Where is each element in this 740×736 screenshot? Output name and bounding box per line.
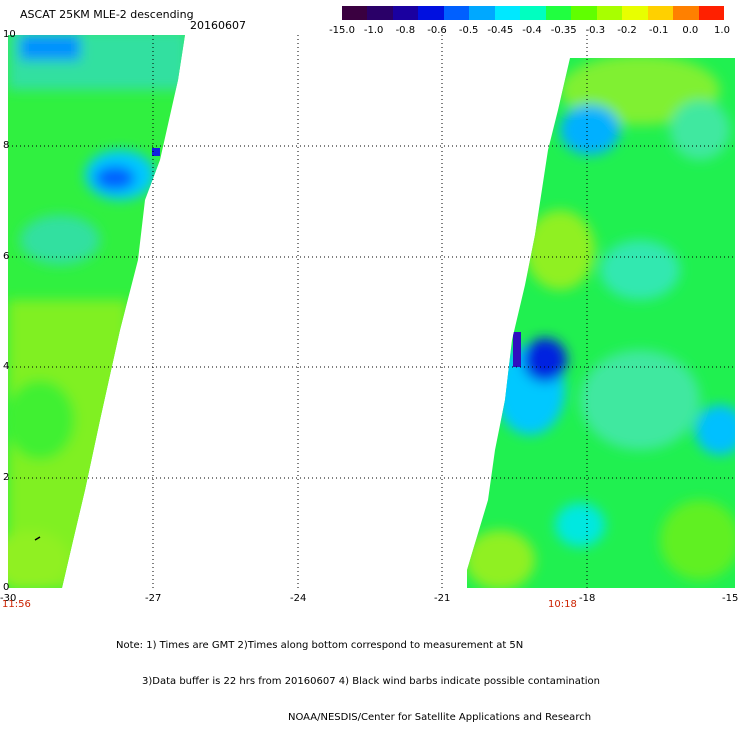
product-date: 20160607 <box>190 19 246 32</box>
colorbar-label: -0.35 <box>550 25 577 36</box>
colorbar-labels: -15.0 -1.0 -0.8 -0.6 -0.5 -0.45 -0.4 -0.35 -0.3-… <box>329 25 730 37</box>
x-tick: -21 <box>434 593 450 604</box>
colorbar-segment <box>647 6 674 20</box>
x-tick: -18 <box>579 593 595 604</box>
colorbar-label: -0.3 <box>585 25 606 36</box>
colorbar-segment <box>392 6 419 20</box>
colorbar-segment <box>469 6 495 20</box>
colorbar-label: -0.4 <box>522 25 542 36</box>
graticule <box>8 35 735 588</box>
footer-line-3: NOAA/NESDIS/Center for Satellite Applica… <box>288 712 592 723</box>
y-tick: 0 <box>3 582 9 593</box>
y-tick: 4 <box>3 361 9 372</box>
colorbar-label: -0.5 <box>458 25 479 36</box>
colorbar-label: -0.6 <box>427 25 447 36</box>
colorbar-segment <box>698 6 725 20</box>
colorbar-segment <box>673 6 699 20</box>
map-plot: 10 8 6 4 2 0 -30 -27 -24 -21 -18 -15 <box>0 29 738 604</box>
colorbar <box>342 6 725 20</box>
y-tick: 8 <box>3 140 9 151</box>
colorbar-segment <box>545 6 572 20</box>
colorbar-segment <box>342 6 368 20</box>
right-swath-time: 10:18 <box>548 599 577 610</box>
colorbar-label: -0.1 <box>648 25 669 36</box>
right-swath <box>467 58 735 588</box>
colorbar-segment <box>494 6 521 20</box>
footer-note: Note: 1) Times are GMT 2)Times along bot… <box>116 616 600 736</box>
colorbar-label: -0.45 <box>487 25 514 36</box>
wind-barb <box>34 536 41 541</box>
colorbar-label: -0.8 <box>395 25 416 36</box>
x-tick: -15 <box>722 593 738 604</box>
y-tick: 10 <box>3 29 16 40</box>
y-tick: 6 <box>3 251 9 262</box>
colorbar-segment <box>622 6 648 20</box>
colorbar-label: -1.0 <box>363 25 384 36</box>
product-title: ASCAT 25KM MLE-2 descending <box>20 8 194 21</box>
colorbar-segment <box>418 6 444 20</box>
colorbar-segment <box>571 6 597 20</box>
left-swath-time: 11:56 <box>2 599 31 610</box>
x-tick: -24 <box>290 593 306 604</box>
y-tick: 2 <box>3 472 9 483</box>
colorbar-label: -0.2 <box>617 25 637 36</box>
footer-line-1: Note: 1) Times are GMT 2)Times along bot… <box>116 640 524 651</box>
colorbar-segment <box>443 6 470 20</box>
colorbar-label: -15.0 <box>329 25 355 36</box>
colorbar-segment <box>520 6 546 20</box>
x-tick: -27 <box>145 593 161 604</box>
colorbar-segment <box>367 6 393 20</box>
x-tick: -30 <box>0 593 16 604</box>
colorbar-label: 0.0 <box>682 25 699 36</box>
colorbar-segment <box>596 6 623 20</box>
footer-line-2: 3)Data buffer is 22 hrs from 20160607 4)… <box>142 676 600 687</box>
left-swath <box>8 35 185 588</box>
colorbar-label: 1.0 <box>714 25 730 36</box>
